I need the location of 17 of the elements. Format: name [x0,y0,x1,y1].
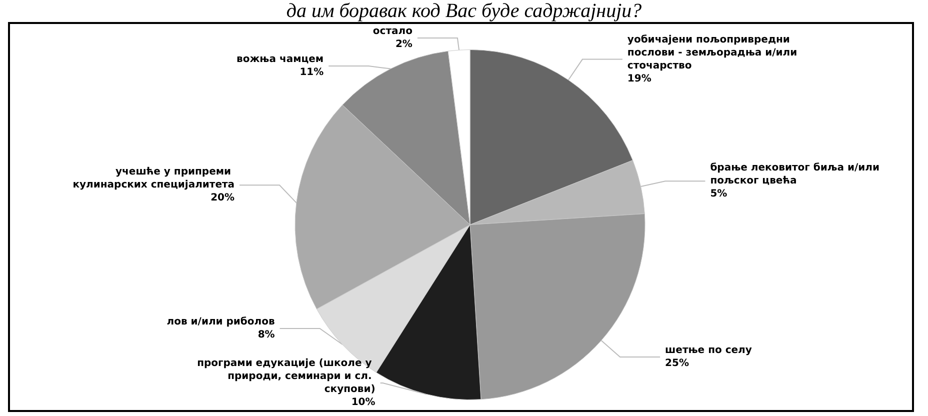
slice-label: шетње по селу [665,344,752,356]
slice-label: уобичајени пољопривредни послови - земљорадња и/или сточарство [627,34,801,72]
data-label: 5% [710,188,728,200]
slice-label: остало [372,26,413,37]
data-label: 2% [395,39,412,50]
data-label: 20% [210,192,235,204]
slice-label: програми едукације (школе у природи, семинари и сл. скупови) [197,358,376,395]
data-label: 11% [300,67,324,78]
slice-label: учешће у припреми кулинарских специјалитета [72,166,235,191]
slice-label: брање лековитог биља и/или пољског цвећа [710,162,883,187]
slice-label: лов и/или риболов [166,316,275,328]
chart-title: да им боравак код Вас буде садржајнији? [285,0,643,22]
data-label: 10% [351,397,376,408]
data-label: 25% [665,358,689,369]
data-label: 8% [258,330,275,341]
slice-label: вожња чамцем [236,54,324,65]
data-label: 19% [627,73,652,84]
